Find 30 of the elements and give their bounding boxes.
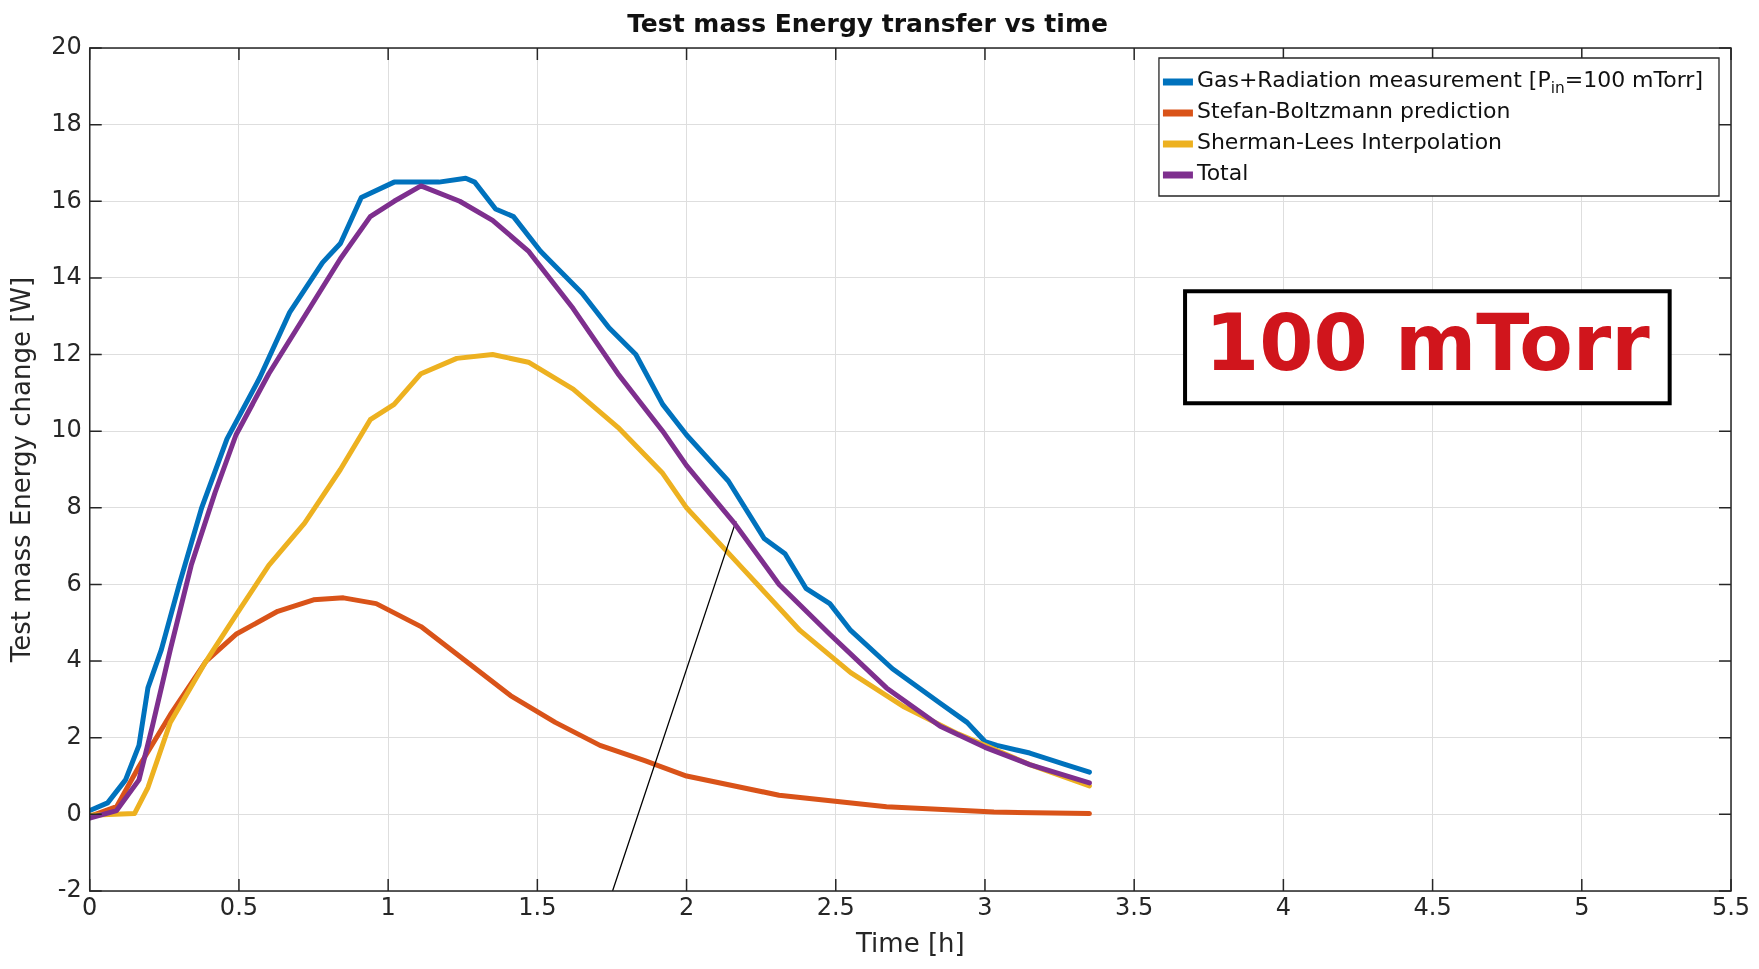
y-tick-label: 10 [51, 415, 82, 444]
y-tick-label: 8 [66, 492, 82, 521]
y-tick-label: 12 [51, 338, 82, 367]
annotation: 100 mTorr [1205, 297, 1651, 388]
x-tick-label: 4.5 [1413, 892, 1452, 921]
x-tick-label: 3.5 [1115, 892, 1154, 921]
y-tick-label: -2 [57, 875, 82, 904]
y-tick-label: 0 [66, 798, 82, 827]
legend-label: Sherman-Lees Interpolation [1196, 129, 1503, 155]
x-tick-label: 4 [1275, 892, 1292, 921]
x-tick-label: 2 [678, 892, 695, 921]
y-tick-label: 14 [51, 262, 82, 291]
x-tick-label: 3 [977, 892, 993, 921]
x-tick-label: 1.5 [518, 892, 557, 921]
y-axis-title: Test mass Energy change [W] [6, 276, 37, 664]
y-tick-label: 20 [51, 32, 82, 61]
x-tick-label: 1 [380, 892, 396, 921]
legend-label: Total [1195, 160, 1249, 186]
y-tick-label: 18 [51, 108, 82, 137]
x-axis-title: Time [h] [855, 928, 965, 959]
y-tick-label: 4 [66, 645, 82, 674]
y-tick-label: 2 [66, 721, 82, 750]
chart-title: Test mass Energy transfer vs time [627, 8, 1108, 38]
y-tick-label: 16 [51, 185, 82, 214]
y-tick-label: 6 [66, 568, 82, 597]
x-tick-label: 2.5 [816, 892, 855, 921]
x-tick-label: 5 [1574, 892, 1590, 921]
x-tick-label: 5.5 [1711, 892, 1751, 921]
x-tick-label: 0.5 [219, 892, 259, 921]
legend-label: Stefan-Boltzmann prediction [1196, 98, 1511, 124]
